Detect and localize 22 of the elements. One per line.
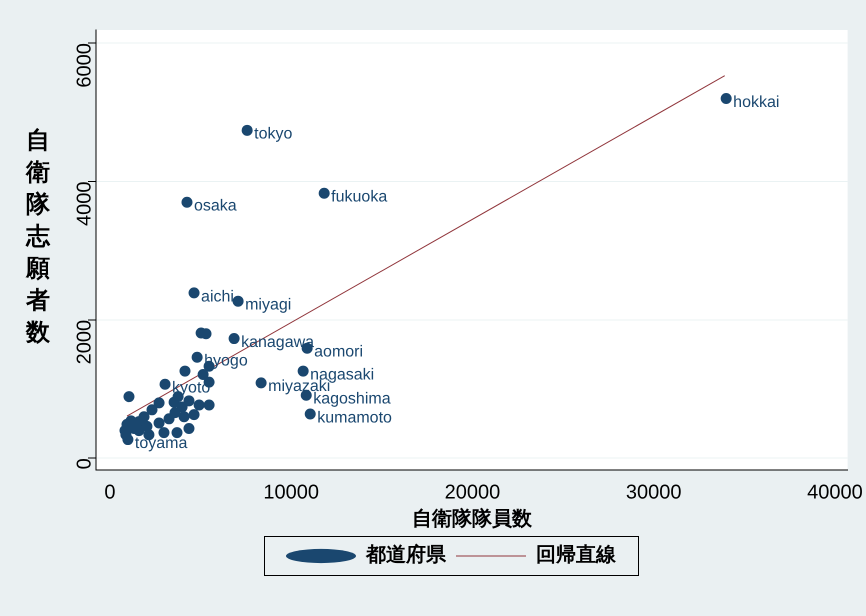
x-tick-label: 30000 bbox=[626, 482, 682, 504]
annotation: toyama bbox=[134, 434, 188, 452]
y-tick-label: 4000 bbox=[74, 182, 96, 226]
annotation: kumamoto bbox=[317, 409, 392, 426]
y-axis-title: 自衛隊志願者数 bbox=[26, 125, 52, 348]
y-tick-label: 6000 bbox=[74, 43, 96, 88]
x-tick-label: 0 bbox=[104, 482, 116, 504]
y-tick-label: 2000 bbox=[74, 320, 96, 364]
annotation: aomori bbox=[314, 344, 364, 361]
y-tick-label: 0 bbox=[74, 458, 96, 470]
x-axis-title: 自衛隊隊員数 bbox=[412, 506, 533, 530]
x-tick-label: 40000 bbox=[807, 482, 863, 504]
annotation: miyagi bbox=[245, 296, 292, 314]
x-tick-label: 10000 bbox=[263, 482, 320, 504]
legend-label: 都道府県 bbox=[365, 542, 447, 566]
annotation: fukuoka bbox=[331, 188, 388, 206]
annotation: tokyo bbox=[254, 126, 292, 143]
annotation: osaka bbox=[194, 198, 237, 215]
legend-label: 回帰直線 bbox=[536, 542, 617, 566]
annotation: hokkai bbox=[733, 94, 780, 111]
x-tick-label: 20000 bbox=[444, 482, 500, 504]
annotation: aichi bbox=[201, 288, 234, 306]
